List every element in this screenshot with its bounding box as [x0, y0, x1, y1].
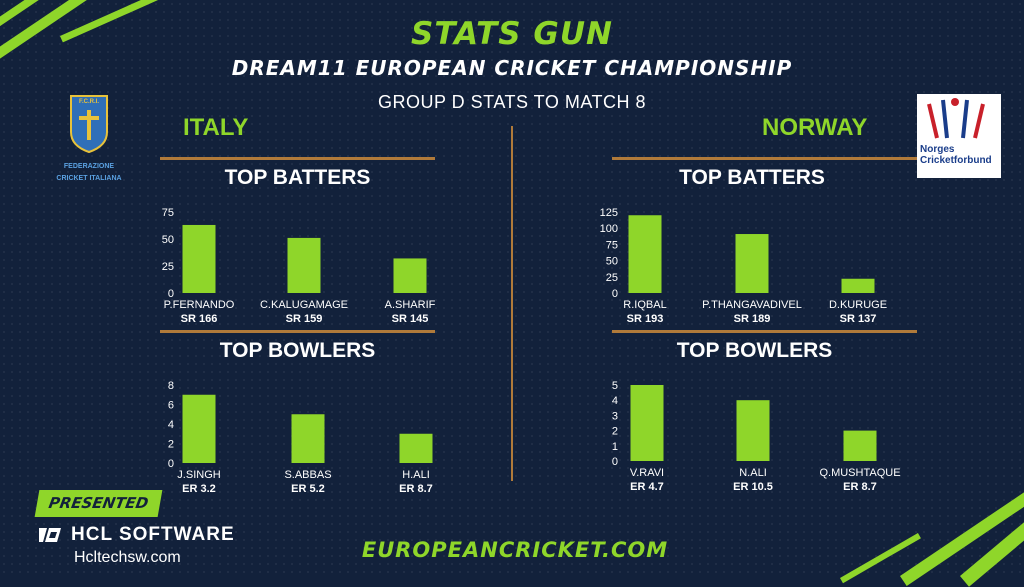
team-name-right: NORWAY: [762, 114, 868, 141]
divider-line: [612, 330, 917, 333]
rate-label: ER 5.2: [291, 483, 325, 495]
bar: [182, 394, 216, 463]
category-label: P.FERNANDO: [164, 299, 235, 311]
bar: [843, 430, 877, 461]
brand-title: STATS GUN: [411, 16, 613, 52]
y-tick-label: 0: [612, 288, 618, 300]
norway-logo-text-2: Cricketforbund: [920, 155, 992, 166]
y-tick-label: 0: [168, 288, 174, 300]
y-tick-label: 8: [168, 380, 174, 392]
y-tick-label: 125: [600, 207, 618, 219]
norway-bowlers-heading: TOP BOWLERS: [676, 339, 833, 362]
y-tick-label: 0: [612, 456, 618, 468]
y-tick-label: 100: [600, 223, 618, 235]
bar: [736, 400, 770, 461]
rate-label: ER 8.7: [399, 483, 433, 495]
category-label: Q.MUSHTAQUE: [819, 467, 900, 479]
team-name-left: ITALY: [183, 114, 249, 141]
sponsor-site[interactable]: Hcltechsw.com: [74, 549, 181, 566]
shield-icon: [70, 95, 108, 154]
italy-bowlers-chart: 0 2 4 6 8 J.SINGH ER 3.2 S.ABBAS ER 5.2 H.ALI ER 8…: [150, 373, 450, 498]
page-subtitle: GROUP D STATS TO MATCH 8: [377, 92, 647, 112]
norway-batters-chart: 0 25 50 75 100 125 R.IQBAL SR 193 P.THANGAVADIVE…: [590, 200, 920, 330]
y-tick-label: 1: [612, 441, 618, 453]
y-tick-label: 2: [168, 439, 174, 451]
site-link[interactable]: EUROPEANCRICKET.COM: [361, 538, 669, 562]
y-tick-label: 0: [168, 458, 174, 470]
italy-logo: FEDERAZIONE CRICKET ITALIANA F.C.R.I.: [52, 94, 126, 182]
italy-batters-heading: TOP BATTERS: [224, 166, 371, 189]
rate-label: ER 10.5: [733, 481, 773, 493]
category-label: H.ALI: [402, 469, 430, 481]
norway-logo-text-1: Norges: [920, 144, 955, 155]
y-tick-label: 5: [612, 380, 618, 392]
center-divider: [511, 126, 513, 481]
norway-batters-heading: TOP BATTERS: [679, 166, 825, 189]
stumps-icon: [927, 98, 985, 139]
rate-label: SR 193: [627, 313, 664, 325]
y-tick-label: 25: [162, 261, 174, 273]
hcl-logo-icon: [39, 528, 61, 542]
italy-logo-text-2: CRICKET ITALIANA: [56, 175, 122, 182]
bar: [630, 385, 664, 461]
category-label: A.SHARIF: [385, 299, 436, 311]
category-label: R.IQBAL: [623, 299, 666, 311]
bar: [841, 278, 875, 293]
category-label: P.THANGAVADIVEL: [702, 299, 802, 311]
bar: [291, 414, 325, 463]
y-tick-label: 25: [606, 272, 618, 284]
rate-label: SR 159: [286, 313, 323, 325]
norway-bowlers-chart: 0 1 2 3 4 5 V.RAVI ER 4.7 N.ALI ER 10.5 Q.MUSHTAQU…: [590, 373, 920, 498]
divider-line: [160, 330, 435, 333]
italy-batters-chart: 0 25 50 75 P.FERNANDO SR 166 C.KALUGAMAGE SR 15…: [150, 200, 450, 330]
category-label: J.SINGH: [177, 469, 220, 481]
norway-logo: Norges Cricketforbund: [917, 94, 1001, 178]
y-tick-label: 50: [162, 234, 174, 246]
presented-by-badge: PRESENTED BY: [34, 490, 163, 539]
bar: [287, 237, 321, 293]
y-tick-label: 4: [612, 395, 618, 407]
y-tick-label: 75: [162, 207, 174, 219]
category-label: S.ABBAS: [284, 469, 331, 481]
rate-label: ER 3.2: [182, 483, 216, 495]
category-label: D.KURUGE: [829, 299, 887, 311]
italy-logo-text-0: F.C.R.I.: [78, 99, 99, 105]
bar: [393, 258, 427, 293]
y-tick-label: 50: [606, 256, 618, 268]
rate-label: SR 189: [734, 313, 771, 325]
bar: [735, 234, 769, 293]
category-label: N.ALI: [739, 467, 767, 479]
championship-title: DREAM11 EUROPEAN CRICKET CHAMPIONSHIP: [231, 56, 793, 80]
divider-line: [612, 157, 917, 160]
rate-label: ER 4.7: [630, 481, 664, 493]
y-tick-label: 75: [606, 239, 618, 251]
italy-logo-text-1: FEDERAZIONE: [63, 163, 115, 170]
y-tick-label: 4: [168, 419, 174, 431]
category-label: C.KALUGAMAGE: [260, 299, 348, 311]
y-tick-label: 3: [612, 410, 618, 422]
bar: [628, 215, 662, 293]
rate-label: ER 8.7: [843, 481, 877, 493]
rate-label: SR 137: [840, 313, 877, 325]
rate-label: SR 166: [181, 313, 218, 325]
bar: [182, 224, 216, 293]
divider-line: [160, 157, 435, 160]
y-tick-label: 2: [612, 426, 618, 438]
italy-bowlers-heading: TOP BOWLERS: [219, 339, 376, 362]
sponsor-label: HCL SOFTWARE: [71, 524, 235, 545]
bar: [399, 433, 433, 463]
category-label: V.RAVI: [630, 467, 664, 479]
y-tick-label: 6: [168, 400, 174, 412]
rate-label: SR 145: [392, 313, 429, 325]
sponsor-name: HCL SOFTWARE: [37, 524, 235, 546]
